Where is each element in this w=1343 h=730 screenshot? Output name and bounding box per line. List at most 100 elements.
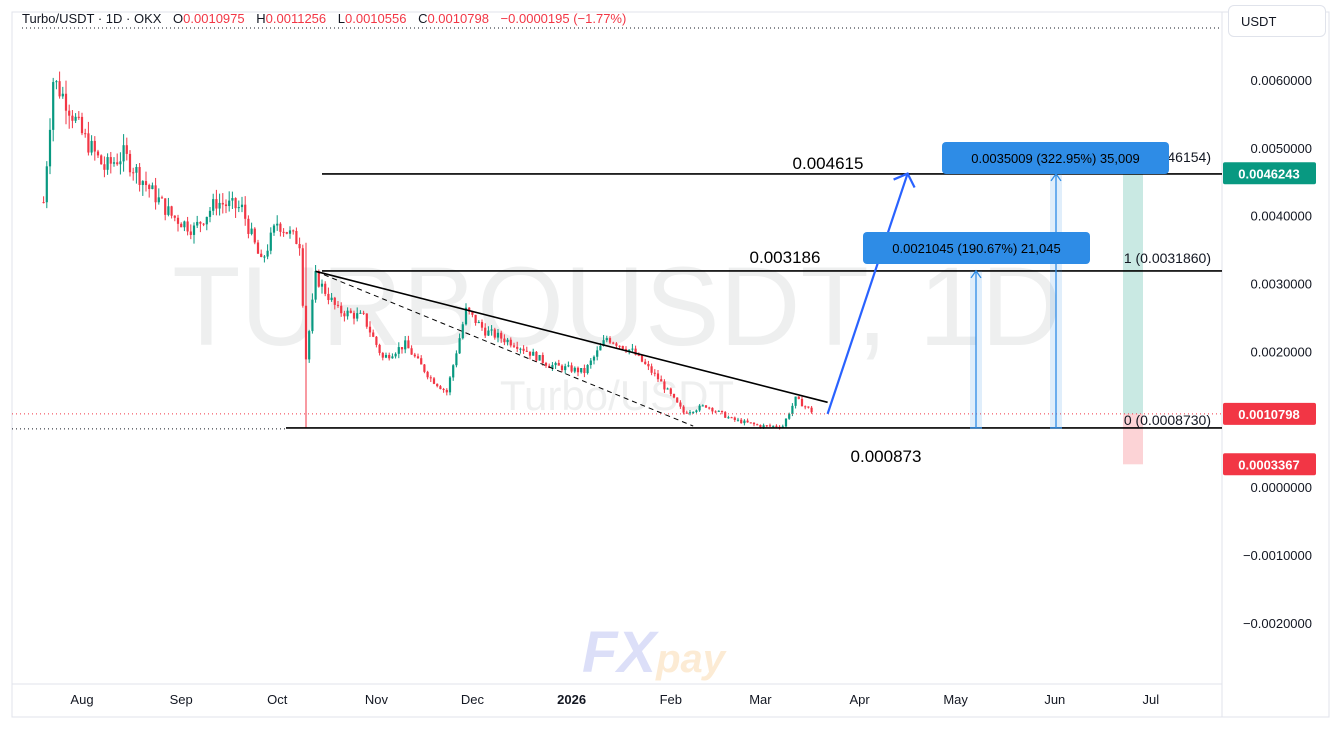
candle-body — [74, 116, 77, 121]
candle-body — [320, 283, 324, 287]
candle-body — [736, 419, 740, 421]
candle-body — [749, 422, 752, 424]
symbol-title: Turbo/USDT · 1D · OKX — [22, 11, 162, 26]
chart-frame — [11, 11, 1330, 718]
candle-body — [535, 351, 538, 361]
candle-body — [656, 373, 660, 380]
candle-body — [279, 223, 282, 232]
candle-body — [192, 225, 196, 235]
measure-label-text: 0.0021045 (190.67%) 21,045 — [892, 241, 1060, 256]
fib-level-label: 0 (0.0008730) — [1124, 412, 1211, 428]
candle-body — [228, 200, 231, 207]
x-tick-label: Dec — [461, 692, 485, 707]
candle-body — [775, 425, 778, 427]
candle-body — [397, 347, 400, 354]
price-tag — [1223, 453, 1316, 476]
candle-body — [490, 329, 493, 331]
candle-body — [237, 207, 240, 209]
x-tick-label: May — [943, 692, 968, 707]
candle-body — [794, 396, 797, 406]
candle-body — [64, 93, 68, 111]
symbol-header: Turbo/USDT · 1D · OKX O0.0010975 H0.0011… — [22, 11, 626, 26]
x-tick-label: Oct — [267, 692, 288, 707]
candle-body — [260, 253, 263, 257]
candle-body — [48, 129, 52, 167]
measure-label-box[interactable] — [863, 232, 1090, 264]
open-label: O — [173, 11, 184, 26]
candle-body — [436, 383, 439, 387]
candle-body — [333, 297, 336, 305]
candle-body — [285, 232, 288, 234]
currency-button[interactable]: USDT — [1228, 5, 1326, 37]
candle-body — [570, 365, 573, 372]
candle-body — [221, 202, 224, 205]
candle-body — [685, 412, 688, 414]
y-tick-label: 0.0040000 — [1251, 209, 1312, 224]
high-value: 0.0011256 — [265, 11, 327, 26]
candle-body — [576, 367, 580, 373]
candle-body — [756, 424, 759, 426]
projection-arrow[interactable] — [826, 173, 909, 415]
candle-body — [119, 161, 122, 165]
candle-body — [423, 364, 426, 372]
fxpay-logo: FXpay — [582, 620, 727, 685]
candle-body — [343, 313, 346, 317]
candle-body — [672, 393, 676, 398]
candle-body — [727, 417, 730, 419]
candle-body — [234, 198, 237, 209]
candle-body — [106, 157, 109, 170]
candle-body — [464, 307, 468, 325]
candle-body — [503, 338, 506, 343]
candle-body — [180, 223, 183, 228]
candle-body — [711, 407, 714, 412]
candle-body — [512, 345, 516, 347]
candle-body — [132, 172, 135, 174]
high-label: H — [256, 11, 266, 26]
candle-body — [640, 355, 644, 362]
candle-body — [215, 199, 218, 209]
candle-body — [442, 389, 445, 391]
candle-body — [487, 330, 490, 336]
candle-body — [420, 358, 423, 365]
candle-body — [810, 407, 813, 413]
candle-body — [103, 164, 106, 170]
measure-label-box[interactable] — [942, 142, 1169, 174]
candle-body — [746, 420, 749, 423]
descending-trendline[interactable] — [315, 270, 828, 404]
candle-body — [733, 417, 736, 420]
candle-body — [602, 340, 605, 346]
candle-body — [109, 157, 112, 164]
candle-body — [141, 181, 144, 185]
x-tick-label: Nov — [365, 692, 389, 707]
stop-zone[interactable] — [1123, 413, 1143, 465]
candle-body — [244, 204, 247, 219]
candle-body — [679, 402, 682, 407]
candle-body — [80, 116, 84, 134]
fib-level-label: 1 (0.0031860) — [1124, 250, 1211, 266]
candle-body — [541, 355, 544, 363]
candle-body — [500, 332, 503, 339]
candle-body — [90, 140, 93, 153]
price-tag-label: 0.0046243 — [1238, 166, 1299, 181]
level-label-upper: 0.004615 — [793, 154, 864, 173]
candle-body — [477, 322, 480, 324]
measure-label-text: 0.0035009 (322.95%) 35,009 — [971, 151, 1139, 166]
y-tick-label: 0.0030000 — [1251, 277, 1312, 292]
low-label: L — [337, 11, 345, 26]
candle-body — [455, 353, 458, 366]
candle-body — [637, 354, 640, 356]
candle-body — [432, 378, 436, 384]
candle-body — [797, 396, 800, 399]
candle-body — [717, 410, 720, 412]
candle-body — [336, 304, 340, 306]
candle-body — [676, 397, 679, 403]
candle-body — [365, 313, 368, 327]
candle-body — [596, 350, 599, 357]
candle-body — [560, 365, 564, 371]
target-zone[interactable] — [1123, 173, 1143, 414]
candle-body — [740, 419, 743, 424]
candle-body — [148, 185, 151, 190]
candle-body — [618, 345, 621, 347]
candle-body — [557, 362, 560, 366]
